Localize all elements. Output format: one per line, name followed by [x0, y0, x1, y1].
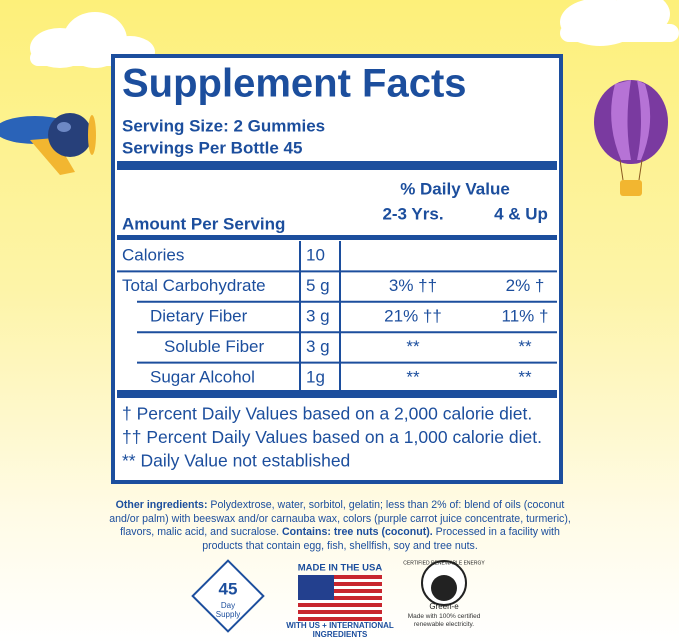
nutrient-name: Sugar Alcohol [150, 367, 255, 386]
footnote: †† Percent Daily Values based on a 1,000… [122, 427, 542, 447]
badge-supply: 45 Day Supply [191, 559, 265, 633]
ingredients-text: Polydextrose, water, sorbitol, gelatin; … [109, 499, 571, 539]
nutrient-amount: 3 g [306, 306, 330, 325]
rule [117, 161, 557, 170]
daily-value: ** [518, 337, 532, 356]
amount-heading: Amount Per Serving [122, 214, 285, 233]
daily-value: 3% †† [389, 276, 437, 295]
hot-air-balloon [594, 80, 668, 196]
panel-title: Supplement Facts [122, 62, 467, 106]
servings-per: Servings Per Bottle 45 [122, 138, 302, 157]
column-head: 2-3 Yrs. [382, 204, 443, 223]
supply-text: Day Supply [215, 601, 241, 619]
usa-bottom: WITH US + INTERNATIONAL INGREDIENTS [286, 621, 394, 639]
contains-label: Contains: tree nuts (coconut). [282, 526, 433, 539]
nutrient-amount: 3 g [306, 337, 330, 356]
daily-value: ** [406, 337, 420, 356]
footnote: † Percent Daily Values based on a 2,000 … [122, 404, 532, 424]
daily-value: 21% †† [384, 306, 442, 325]
green-arc: CERTIFIED RENEWABLE ENERGY [403, 560, 485, 566]
facts-panel [111, 54, 563, 484]
daily-value: ** [406, 367, 420, 386]
daily-value: ** [518, 367, 532, 386]
ingredients: Other ingredients: Polydextrose, water, … [105, 499, 575, 553]
serving-size: Serving Size: 2 Gummies [122, 116, 325, 135]
usa-top: MADE IN THE USA [298, 563, 383, 574]
rule [117, 390, 557, 398]
badge-green-e: CERTIFIED RENEWABLE ENERGY Green-e Made … [403, 560, 485, 628]
supply-number: 45 [219, 579, 238, 598]
daily-value: 2% † [506, 276, 545, 295]
footnote: ** Daily Value not established [122, 451, 350, 471]
nutrient-amount: 5 g [306, 276, 330, 295]
blueberry-plane [0, 113, 96, 175]
contains-text: Processed in a facility with products th… [202, 526, 560, 552]
daily-value: 11% † [502, 306, 549, 325]
nutrient-name: Total Carbohydrate [122, 276, 266, 295]
ingredients-label: Other ingredients: [115, 499, 208, 511]
nutrient-amount: 10 [306, 246, 325, 265]
dv-heading: % Daily Value [400, 179, 510, 198]
green-name: Green-e [429, 602, 459, 611]
nutrient-amount: 1g [306, 367, 325, 386]
rule [117, 235, 557, 240]
badge-usa: MADE IN THE USA WITH US + INTERNATIONAL … [286, 563, 394, 639]
nutrient-name: Calories [122, 246, 184, 265]
nutrient-name: Dietary Fiber [150, 306, 248, 325]
green-note: Made with 100% certified renewable elect… [407, 613, 481, 628]
nutrient-name: Soluble Fiber [164, 337, 265, 356]
column-head: 4 & Up [494, 204, 548, 223]
